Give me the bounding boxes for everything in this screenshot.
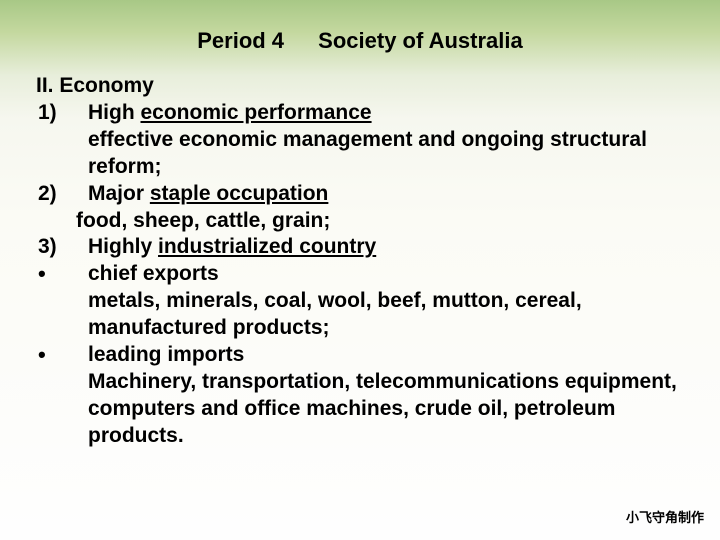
list-marker: 1) xyxy=(36,100,88,127)
list-subtext: food, sheep, cattle, grain; xyxy=(36,208,684,235)
title-period: Period 4 xyxy=(197,28,284,53)
text-plain: Major xyxy=(88,182,150,205)
list-text: High economic performance xyxy=(88,100,684,127)
slide-title: Period 4 Society of Australia xyxy=(36,28,684,54)
text-underlined: staple occupation xyxy=(150,182,329,205)
list-text: Highly industrialized country xyxy=(88,234,684,261)
list-text: Major staple occupation xyxy=(88,181,684,208)
list-item: 2) Major staple occupation xyxy=(36,181,684,208)
list-text: chief exports xyxy=(88,261,684,288)
section-heading: II. Economy xyxy=(36,74,684,98)
text-plain: Highly xyxy=(88,235,158,258)
footer-credit: 小飞守角制作 xyxy=(626,507,704,526)
list-item: 1) High economic performance xyxy=(36,100,684,127)
list-subtext: Machinery, transportation, telecommunica… xyxy=(36,369,684,450)
text-underlined: industrialized country xyxy=(158,235,376,258)
list-marker: 3) xyxy=(36,234,88,261)
list-item: • leading imports xyxy=(36,342,684,369)
bullet-marker: • xyxy=(36,342,88,369)
text-underlined: economic performance xyxy=(141,101,372,124)
list-marker: 2) xyxy=(36,181,88,208)
list-subtext: effective economic management and ongoin… xyxy=(36,127,684,181)
title-main: Society of Australia xyxy=(318,28,523,53)
slide: Period 4 Society of Australia II. Econom… xyxy=(0,0,720,449)
list-text: leading imports xyxy=(88,342,684,369)
content-list: 1) High economic performance effective e… xyxy=(36,100,684,449)
list-subtext: metals, minerals, coal, wool, beef, mutt… xyxy=(36,288,684,342)
list-item: 3) Highly industrialized country xyxy=(36,234,684,261)
bullet-marker: • xyxy=(36,261,88,288)
list-item: • chief exports xyxy=(36,261,684,288)
text-plain: High xyxy=(88,101,141,124)
